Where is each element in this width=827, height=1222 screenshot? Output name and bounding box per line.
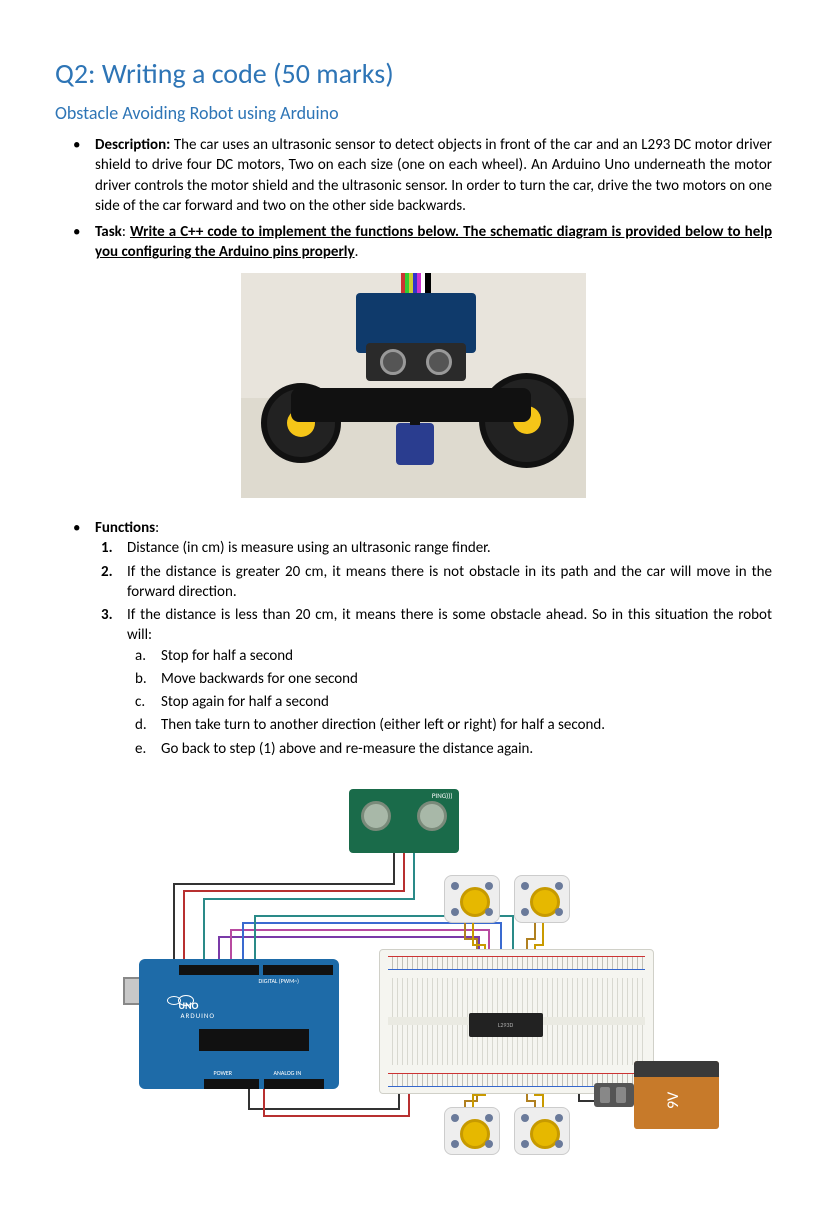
arduino-header-top1	[179, 965, 259, 975]
photo-ultrasonic	[366, 343, 466, 381]
arduino-chip	[199, 1029, 309, 1051]
robot-photo	[241, 273, 586, 498]
arduino-digital-label: DIGITAL (PWM~)	[259, 977, 300, 985]
battery-top	[634, 1061, 719, 1077]
task-item: Task: Write a C++ code to implement the …	[95, 222, 772, 263]
schematic-motor-1	[444, 875, 500, 923]
sub-a: Stop for half a second	[161, 646, 772, 666]
arduino-header-top2	[263, 965, 333, 975]
schematic-container: PING))) UNO ARDUINO DIGITAL (PWM~) POWER…	[55, 789, 772, 1166]
description-label: Description:	[95, 136, 170, 154]
function-3-text: If the distance is less than 20 cm, it m…	[127, 606, 772, 644]
battery-snap	[594, 1083, 634, 1107]
schematic-diagram: PING))) UNO ARDUINO DIGITAL (PWM~) POWER…	[109, 789, 719, 1159]
sub-c: Stop again for half a second	[161, 692, 772, 712]
ultrasonic-label: PING)))	[432, 791, 453, 800]
arduino-header-bot2	[264, 1079, 324, 1089]
function-3: If the distance is less than 20 cm, it m…	[127, 605, 772, 759]
top-bullet-list: Description: The car uses an ultrasonic …	[55, 135, 772, 263]
functions-label: Functions	[95, 519, 155, 537]
functions-colon: :	[155, 519, 159, 537]
task-text: Write a C++ code to implement the functi…	[95, 223, 772, 261]
schematic-motor-2	[514, 875, 570, 923]
arduino-header-bot1	[204, 1079, 259, 1089]
ultrasonic-tx	[361, 801, 391, 831]
function-2: If the distance is greater 20 cm, it mea…	[127, 562, 772, 603]
function-3-sublist: Stop for half a second Move backwards fo…	[127, 646, 772, 759]
functions-bullet-list: Functions: Distance (in cm) is measure u…	[55, 518, 772, 759]
functions-ordered-list: Distance (in cm) is measure using an ult…	[95, 538, 772, 759]
photo-servo	[396, 423, 434, 465]
sub-b: Move backwards for one second	[161, 669, 772, 689]
page-subtitle: Obstacle Avoiding Robot using Arduino	[55, 101, 772, 125]
robot-photo-container	[55, 273, 772, 505]
arduino-brand-text: ARDUINO	[181, 1011, 216, 1020]
schematic-ultrasonic: PING)))	[349, 789, 459, 853]
schematic-l293d-chip: L293D	[469, 1013, 543, 1037]
breadboard-rail-top	[388, 956, 645, 970]
sub-e: Go back to step (1) above and re-measure…	[161, 739, 772, 759]
arduino-analog-label: ANALOG IN	[274, 1069, 302, 1077]
task-period: .	[355, 243, 359, 261]
description-item: Description: The car uses an ultrasonic …	[95, 135, 772, 216]
sub-d: Then take turn to another direction (eit…	[161, 715, 772, 735]
arduino-power-label: POWER	[214, 1069, 233, 1077]
photo-sensor-eye-right	[426, 349, 452, 375]
task-label: Task	[95, 223, 122, 241]
task-colon: :	[122, 223, 130, 241]
battery-label: 9V	[663, 1092, 685, 1109]
schematic-motor-4	[514, 1107, 570, 1155]
description-text: The car uses an ultrasonic sensor to det…	[95, 136, 772, 215]
schematic-arduino	[139, 959, 339, 1089]
schematic-motor-3	[444, 1107, 500, 1155]
functions-item: Functions: Distance (in cm) is measure u…	[95, 518, 772, 759]
ultrasonic-rx	[417, 801, 447, 831]
page-title: Q2: Writing a code (50 marks)	[55, 55, 772, 93]
function-1: Distance (in cm) is measure using an ult…	[127, 538, 772, 558]
photo-sensor-eye-left	[380, 349, 406, 375]
